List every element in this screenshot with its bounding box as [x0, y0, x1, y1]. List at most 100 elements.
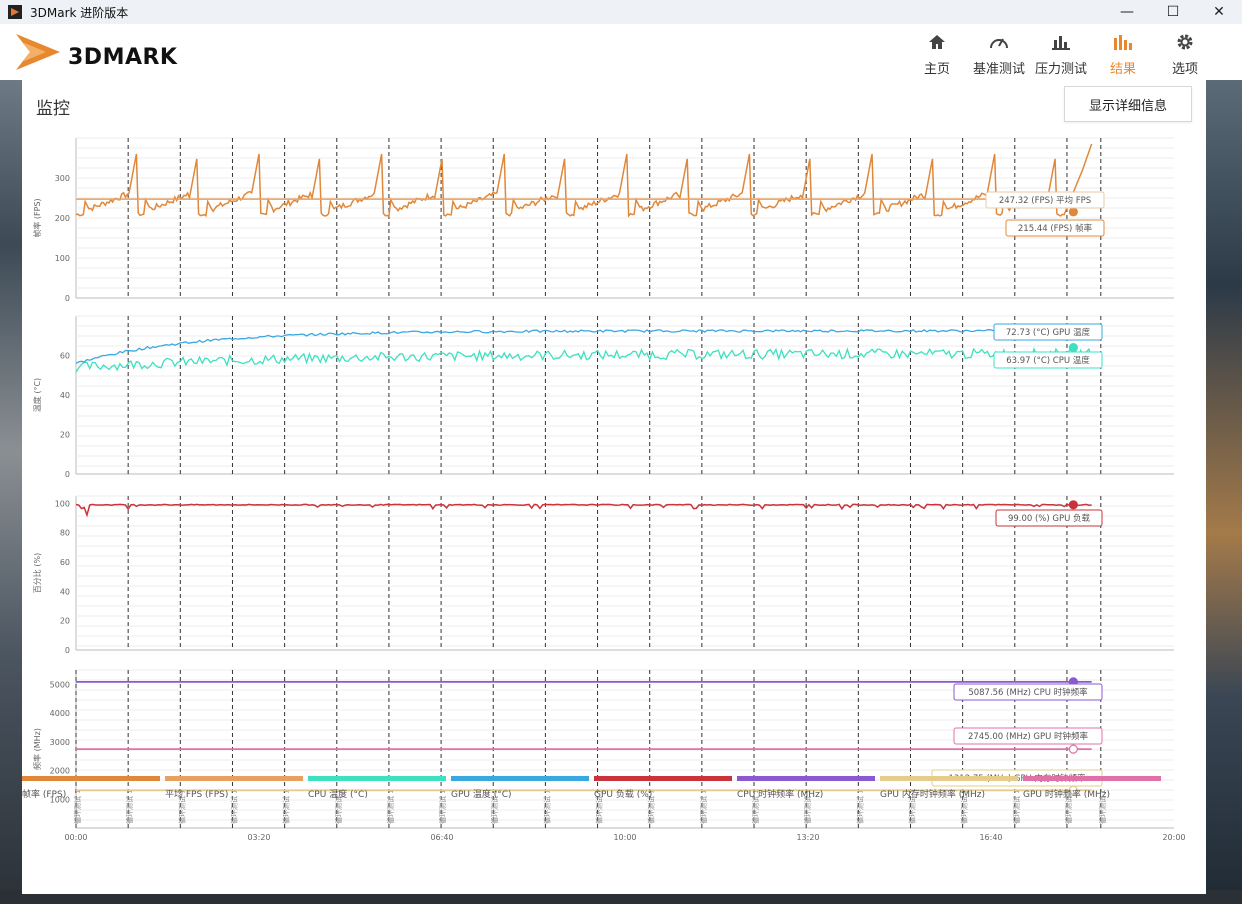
y-tick-label: 5000: [50, 680, 70, 689]
loop-marker-label: 循环测试 1: [229, 789, 238, 824]
x-tick-label: 00:00: [64, 833, 87, 842]
nav-home-label: 主页: [923, 62, 950, 77]
legend-item[interactable]: GPU 温度 (°C): [451, 776, 589, 800]
results-icon: [1111, 30, 1135, 54]
avg-fps-tooltip: [985, 191, 1105, 209]
x-tick-label: 03:20: [247, 833, 270, 842]
monitoring-panel: 监控 显示详细信息 0 100 200 300 帧率 (FPS) 0 20 40 60 温度 (°…: [22, 80, 1206, 894]
legend-label: 平均 FPS (FPS): [165, 790, 229, 800]
legend-item[interactable]: CPU 温度 (°C): [308, 776, 446, 800]
gpu-temp-tooltip-text: 72.73 (°C) GPU 温度: [1006, 327, 1091, 338]
background-art-right: [1206, 80, 1242, 904]
gpu-load-series-line: [75, 503, 1092, 518]
show-details-button[interactable]: 显示详细信息: [1064, 86, 1192, 122]
chart-legend: 帧率 (FPS) 平均 FPS (FPS) CPU 温度 (°C) GPU 温度 (°…: [22, 776, 1206, 800]
legend-swatch: [737, 776, 875, 781]
y-tick-label: 0: [65, 646, 70, 655]
loop-marker-label: 循环测试 1: [490, 789, 499, 824]
cpu-clock-tooltip: [953, 683, 1103, 701]
home-icon: [925, 30, 949, 54]
monitoring-chart[interactable]: 0 100 200 300 帧率 (FPS) 0 20 40 60 温度 (°C) 0 20 40 60 8…: [22, 80, 1206, 850]
maximize-button[interactable]: ☐: [1166, 4, 1180, 20]
main-nav: 主页 基准测试 压力测试 结果 选项: [906, 30, 1216, 77]
nav-stress-tests-label: 压力测试: [1034, 62, 1087, 77]
nav-results-label: 结果: [1109, 62, 1136, 77]
y-axis-label: 帧率 (FPS): [32, 198, 42, 237]
nav-options[interactable]: 选项: [1154, 30, 1216, 77]
y-tick-label: 0: [65, 294, 70, 303]
gpu-clock-tooltip-text: 2745.00 (MHz) GPU 时钟频率: [968, 731, 1089, 742]
app-logo[interactable]: 3DMARK: [16, 32, 206, 72]
loop-marker-label: 循环测试 1: [1012, 789, 1021, 824]
legend-swatch: [308, 776, 446, 781]
nav-stress-tests[interactable]: 压力测试: [1030, 30, 1092, 77]
gauge-icon: [987, 30, 1011, 54]
loop-marker-label: 循环测试 1: [334, 789, 343, 824]
legend-label: CPU 温度 (°C): [308, 790, 368, 800]
legend-item[interactable]: GPU 时钟频率 (MHz): [1023, 776, 1161, 800]
loop-marker-label: 循环测试 1: [177, 789, 186, 824]
loop-marker-label: 循环测试 1: [542, 789, 551, 824]
legend-label: GPU 时钟频率 (MHz): [1023, 790, 1110, 800]
legend-label: GPU 负载 (%): [594, 790, 653, 800]
gpu-clock-tooltip: [953, 727, 1103, 745]
nav-options-label: 选项: [1171, 62, 1198, 77]
minimize-button[interactable]: —: [1120, 4, 1134, 20]
y-tick-label: 60: [60, 352, 70, 361]
legend-label: GPU 温度 (°C): [451, 790, 512, 800]
app-icon: [8, 5, 22, 19]
logo-mark-icon: [16, 34, 60, 70]
legend-item[interactable]: GPU 内存时钟频率 (MHz): [880, 776, 1018, 800]
fps-tooltip: [1005, 219, 1105, 237]
close-button[interactable]: ✕: [1213, 4, 1225, 20]
cpu-temp-tooltip: [993, 351, 1103, 369]
page-title: 监控: [36, 99, 70, 119]
loop-marker-label: 循环测试 1: [699, 789, 708, 824]
gpu-load-tooltip-text: 99.00 (%) GPU 负载: [1008, 513, 1091, 524]
x-tick-label: 10:00: [613, 833, 636, 842]
y-tick-label: 2000: [50, 767, 70, 776]
x-tick-label: 13:20: [796, 833, 819, 842]
legend-label: 帧率 (FPS): [22, 790, 67, 800]
x-tick-label: 16:40: [979, 833, 1002, 842]
y-tick-label: 4000: [50, 709, 70, 718]
y-tick-label: 40: [60, 587, 70, 596]
watermark-text: 小黑盒: [1125, 848, 1198, 873]
legend-item[interactable]: GPU 负载 (%): [594, 776, 732, 800]
y-tick-label: 80: [60, 529, 70, 538]
background-art-left: [0, 80, 22, 904]
y-tick-label: 60: [60, 558, 70, 567]
loop-marker-label: 循环测试 1: [803, 789, 812, 824]
y-tick-label: 1000: [50, 795, 70, 804]
gpu-temp-tooltip: [993, 323, 1103, 341]
legend-label: CPU 时钟频率 (MHz): [737, 790, 824, 800]
window-titlebar: 3DMark 进阶版本 — ☐ ✕: [0, 0, 1242, 24]
nav-results[interactable]: 结果: [1092, 30, 1154, 77]
legend-swatch: [165, 776, 303, 781]
legend-swatch: [1023, 776, 1161, 781]
fps-series-line: [75, 143, 1093, 218]
loop-marker-label: 循环测试 1: [960, 789, 969, 824]
cpu-temp-tooltip-text: 63.97 (°C) CPU 温度: [1006, 355, 1090, 366]
loop-marker-label: 循环测试 1: [751, 789, 760, 824]
legend-item[interactable]: 帧率 (FPS): [22, 776, 160, 800]
y-axis-label: 频率 (MHz): [32, 728, 42, 770]
nav-benchmarks-label: 基准测试: [972, 62, 1025, 77]
nav-benchmarks[interactable]: 基准测试: [968, 30, 1030, 77]
legend-item[interactable]: CPU 时钟频率 (MHz): [737, 776, 875, 800]
bar-chart-icon: [1049, 30, 1073, 54]
nav-home[interactable]: 主页: [906, 30, 968, 77]
loop-marker-label: 循环测试 1: [125, 789, 134, 824]
logo-text: 3DMARK: [68, 45, 178, 70]
gpu-clock-dot: [1068, 744, 1078, 754]
gpu-load-tooltip: [995, 509, 1103, 527]
y-tick-label: 20: [60, 431, 70, 440]
x-tick-label: 20:00: [1162, 833, 1185, 842]
y-tick-label: 40: [60, 391, 70, 400]
y-tick-label: 100: [55, 499, 70, 508]
legend-item[interactable]: 平均 FPS (FPS): [165, 776, 303, 800]
gear-icon: [1173, 30, 1197, 54]
window-title: 3DMark 进阶版本: [30, 5, 129, 20]
legend-swatch: [880, 776, 1018, 781]
loop-marker-label: 循环测试 1: [438, 789, 447, 824]
